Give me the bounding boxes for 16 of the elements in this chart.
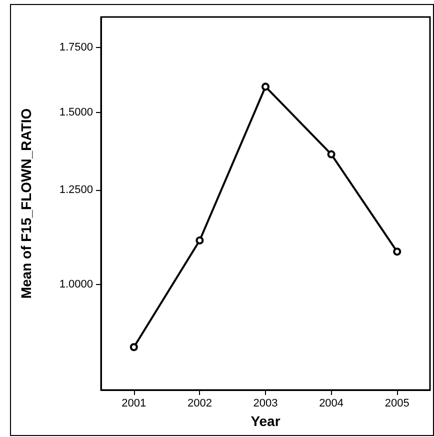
x-tick-label: 2001 [122, 398, 146, 410]
point [327, 150, 336, 158]
y-tick-label: 1.0000 [59, 278, 93, 291]
x-tick-label: 2005 [384, 398, 410, 410]
y-tick-label: 1.2500 [59, 184, 93, 196]
point [130, 343, 138, 352]
point [196, 236, 204, 244]
x-axis-title: Year [250, 413, 281, 429]
x-tick-label: 2004 [319, 398, 344, 410]
x-tick-label: 2003 [253, 398, 278, 410]
y-axis-title: Mean of F15_FLOWN_RATIO [18, 108, 34, 299]
x-tick-label: 2002 [187, 398, 212, 410]
point [262, 82, 270, 91]
point [393, 248, 402, 256]
y-tick-label: 1.7500 [59, 41, 93, 54]
y-tick-label: 1.5000 [59, 106, 93, 119]
